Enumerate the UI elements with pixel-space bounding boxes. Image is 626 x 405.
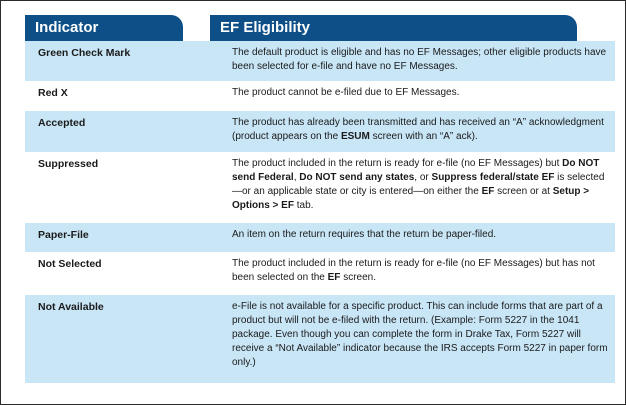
indicator-label: Not Available	[38, 301, 104, 313]
description-text: , or	[414, 172, 432, 183]
ef-eligibility-column-header: EF Eligibility	[210, 15, 577, 41]
option-name: Suppress federal/state EF	[431, 172, 555, 183]
table-row-suppressed: Suppressed The product included in the r…	[25, 152, 615, 223]
screen-name: EF	[327, 272, 341, 283]
screen-name: ESUM	[340, 131, 370, 142]
eligibility-description: e-File is not available for a specific p…	[232, 301, 608, 368]
description-text: The product included in the return is re…	[232, 158, 563, 169]
table-row-green-check-mark: Green Check Mark The default product is …	[25, 41, 615, 81]
setup-path: Setup > Options > EF	[232, 186, 590, 211]
indicator-label: Accepted	[38, 117, 86, 129]
table-row-not-selected: Not Selected The product included in the…	[25, 252, 615, 295]
eligibility-description: The product included in the return is re…	[232, 157, 610, 213]
description-text: The product has already been transmitted…	[232, 117, 604, 142]
table-row-not-available: Not Available e-File is not available fo…	[25, 295, 615, 383]
option-name: Do NOT send any states	[299, 172, 415, 183]
indicator-label: Suppressed	[38, 158, 99, 170]
eligibility-description: The product included in the return is re…	[232, 257, 610, 285]
indicator-table: Green Check Mark The default product is …	[25, 41, 615, 383]
description-text: screen.	[340, 272, 376, 283]
eligibility-description: An item on the return requires that the …	[232, 229, 497, 240]
description-text: tab.	[293, 200, 314, 211]
description-text: screen or at	[494, 186, 553, 197]
table-row-accepted: Accepted The product has already been tr…	[25, 111, 615, 152]
indicator-label: Green Check Mark	[38, 47, 131, 59]
eligibility-description: The product has already been transmitted…	[232, 116, 610, 144]
description-text: The product included in the return is re…	[232, 258, 595, 283]
description-text: ,	[293, 172, 300, 183]
table-row-red-x: Red X The product cannot be e-filed due …	[25, 81, 615, 111]
indicator-label: Red X	[38, 87, 68, 99]
indicator-column-header: Indicator	[25, 15, 183, 41]
indicator-label: Not Selected	[38, 258, 102, 270]
indicator-label: Paper-File	[38, 229, 89, 241]
description-text: is selected—or an applicable state or ci…	[232, 172, 605, 197]
eligibility-description: The product cannot be e-filed due to EF …	[232, 87, 460, 98]
eligibility-description: The default product is eligible and has …	[232, 47, 607, 72]
screen-name: EF	[481, 186, 495, 197]
option-name: Do NOT send Federal	[232, 158, 600, 183]
description-text: screen with an “A” ack).	[369, 131, 478, 142]
table-row-paper-file: Paper-File An item on the return require…	[25, 223, 615, 252]
